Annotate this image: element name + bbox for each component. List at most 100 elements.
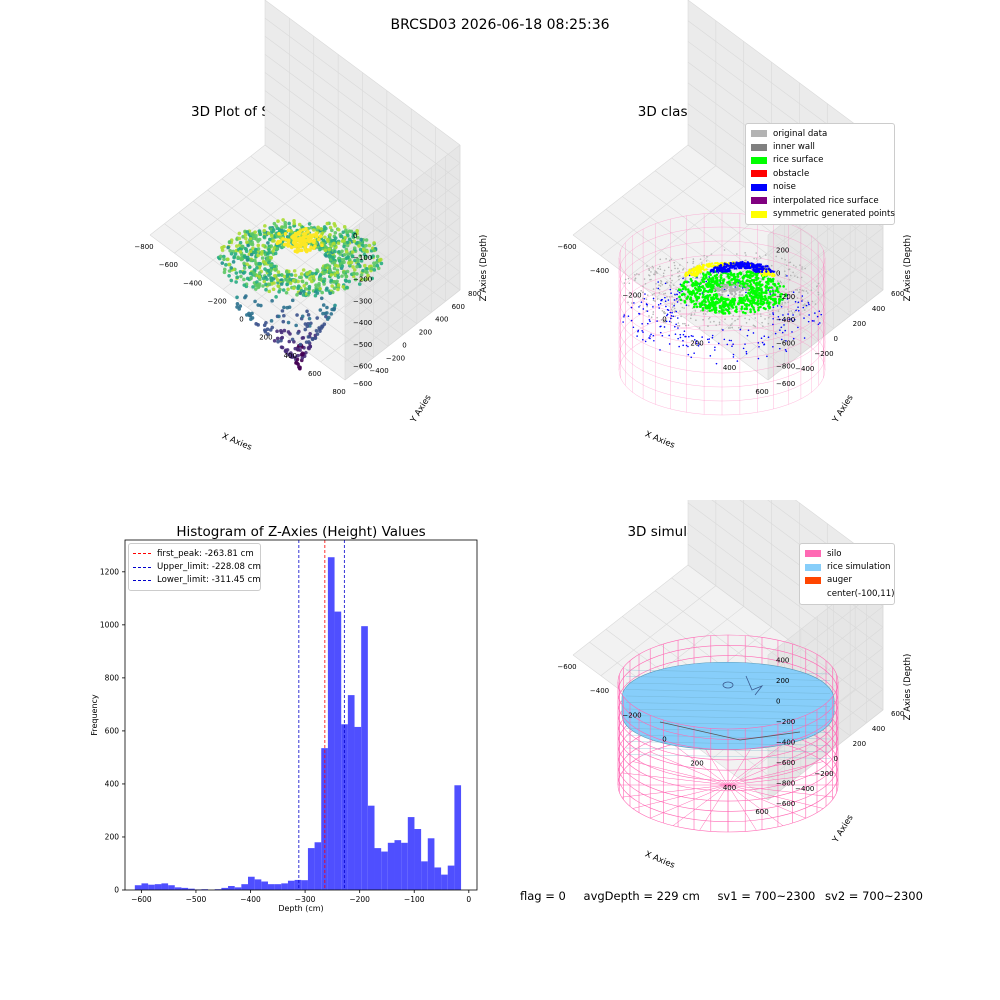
histogram-bar bbox=[174, 887, 182, 890]
rice-surface-point bbox=[766, 299, 769, 302]
noise-point bbox=[641, 323, 643, 325]
noise-point bbox=[708, 338, 711, 340]
rice-surface-point bbox=[712, 293, 716, 297]
raw-point bbox=[308, 233, 313, 237]
rice-surface-point bbox=[706, 282, 710, 285]
rice-surface-point bbox=[774, 300, 777, 303]
raw-point bbox=[315, 332, 320, 336]
original-point bbox=[678, 324, 681, 327]
original-point bbox=[776, 280, 779, 282]
raw-point bbox=[302, 283, 307, 288]
original-point bbox=[666, 296, 668, 298]
rice-surface-point bbox=[705, 284, 709, 288]
grid-line bbox=[264, 72, 461, 218]
classify-legend-entry: noise bbox=[751, 181, 889, 194]
raw-point bbox=[352, 271, 356, 276]
rice-surface-point bbox=[742, 296, 746, 299]
raw-point bbox=[287, 221, 291, 226]
raw-point bbox=[264, 287, 268, 292]
raw-point bbox=[280, 345, 285, 350]
noise-point bbox=[669, 317, 672, 320]
raw-point bbox=[269, 278, 274, 282]
raw-point bbox=[245, 276, 250, 281]
rice-surface-point bbox=[703, 288, 706, 292]
original-point bbox=[648, 315, 650, 317]
rice-surface-point bbox=[745, 305, 748, 308]
rice-mesh-line bbox=[625, 676, 831, 681]
raw-point bbox=[234, 280, 238, 284]
rice-surface-point bbox=[768, 301, 771, 304]
silo-floor-spoke bbox=[650, 784, 729, 819]
original-point bbox=[796, 297, 799, 299]
raw-point bbox=[229, 266, 234, 270]
raw-point bbox=[296, 353, 300, 358]
raw-point bbox=[262, 235, 267, 239]
raw-point bbox=[283, 242, 288, 247]
raw-point bbox=[332, 286, 337, 291]
original-point bbox=[800, 297, 803, 299]
raw-point bbox=[372, 268, 377, 272]
legend-line-swatch bbox=[133, 579, 151, 581]
figure-title: BRCSD03 2026-06-18 08:25:36 bbox=[390, 17, 610, 33]
histogram-bar bbox=[454, 785, 462, 890]
raw-point bbox=[335, 270, 340, 275]
rice-surface-point bbox=[697, 288, 701, 292]
raw-point bbox=[355, 264, 359, 269]
noise-point bbox=[767, 336, 770, 339]
histogram-y-tick-label: 200 bbox=[105, 833, 120, 842]
rice-surface-point bbox=[721, 281, 725, 285]
raw-point bbox=[242, 254, 247, 259]
original-point bbox=[651, 293, 654, 296]
raw-point bbox=[296, 284, 301, 288]
histogram-y-tick-label: 1200 bbox=[100, 567, 119, 576]
rice-surface-point bbox=[764, 297, 768, 300]
original-point bbox=[681, 258, 684, 260]
raw-point bbox=[243, 233, 248, 237]
raw-point bbox=[312, 238, 316, 243]
legend-label: Lower_limit: -311.45 cm bbox=[157, 575, 261, 586]
rice-surface-point bbox=[764, 289, 768, 292]
noise-point bbox=[650, 333, 652, 336]
rice-surface-point bbox=[747, 274, 751, 277]
noise-point bbox=[747, 329, 750, 332]
original-point bbox=[785, 288, 787, 290]
grid-line bbox=[572, 564, 689, 656]
rice-surface-point bbox=[748, 279, 752, 283]
grid-line bbox=[344, 199, 461, 290]
raw-point bbox=[323, 235, 327, 240]
raw-point bbox=[292, 286, 296, 291]
rice-surface-point bbox=[702, 293, 705, 297]
noise-point bbox=[811, 320, 814, 322]
rice-surface-point bbox=[737, 302, 740, 305]
noise-point bbox=[805, 304, 808, 307]
raw-point bbox=[276, 339, 280, 344]
raw-point bbox=[271, 287, 276, 292]
noise-point bbox=[743, 266, 746, 269]
noise-point bbox=[734, 267, 738, 270]
original-point bbox=[655, 282, 657, 285]
original-point bbox=[770, 264, 773, 267]
raw-point bbox=[359, 273, 364, 277]
raw-point bbox=[361, 247, 366, 252]
original-point bbox=[652, 288, 655, 290]
raw-point bbox=[295, 293, 299, 297]
raw-point bbox=[365, 277, 370, 281]
symmetric-point bbox=[697, 265, 700, 269]
rice-surface-point bbox=[752, 287, 755, 290]
symmetric-point bbox=[761, 274, 765, 277]
raw-point bbox=[309, 245, 313, 250]
noise-point bbox=[690, 356, 693, 359]
symmetric-point bbox=[716, 264, 719, 267]
raw-point bbox=[337, 258, 342, 263]
noise-point bbox=[723, 288, 726, 291]
grid-line bbox=[572, 144, 689, 236]
noise-point bbox=[674, 333, 677, 335]
original-point bbox=[805, 290, 808, 292]
symmetric-point bbox=[765, 273, 768, 276]
original-point bbox=[817, 282, 820, 285]
raw-point bbox=[358, 254, 363, 258]
raw-point bbox=[297, 222, 302, 227]
symmetric-point bbox=[768, 272, 771, 276]
histogram-bar bbox=[234, 887, 242, 890]
original-point bbox=[740, 309, 743, 312]
